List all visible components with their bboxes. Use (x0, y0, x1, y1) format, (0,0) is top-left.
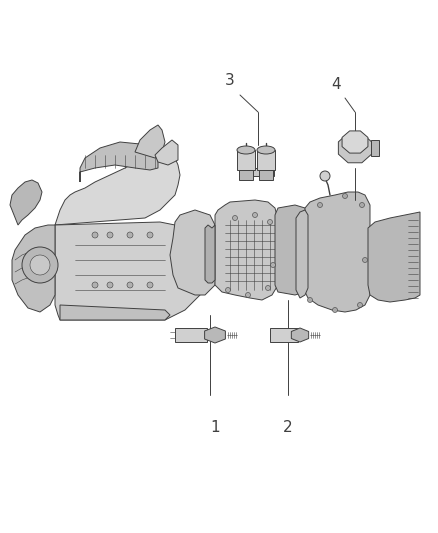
Polygon shape (205, 225, 215, 283)
Polygon shape (155, 140, 178, 165)
Circle shape (343, 193, 347, 198)
Ellipse shape (237, 146, 255, 154)
Bar (242, 168, 274, 176)
Circle shape (92, 232, 98, 238)
Polygon shape (55, 222, 205, 320)
Circle shape (147, 282, 153, 288)
Circle shape (363, 257, 367, 262)
Circle shape (307, 297, 312, 303)
Circle shape (107, 232, 113, 238)
Bar (239, 170, 253, 180)
Polygon shape (368, 212, 420, 302)
Bar (371, 140, 379, 156)
Circle shape (332, 308, 338, 312)
Text: 4: 4 (331, 77, 341, 92)
Circle shape (92, 282, 98, 288)
Polygon shape (305, 192, 370, 312)
Circle shape (318, 203, 322, 207)
Circle shape (107, 282, 113, 288)
Circle shape (271, 262, 276, 268)
Polygon shape (170, 210, 218, 295)
Polygon shape (135, 125, 165, 158)
Circle shape (226, 287, 230, 293)
Polygon shape (215, 200, 278, 300)
Circle shape (320, 171, 330, 181)
Polygon shape (275, 205, 310, 295)
Circle shape (360, 203, 364, 207)
Bar (270, 328, 298, 342)
Polygon shape (80, 142, 158, 182)
Polygon shape (342, 131, 368, 153)
Bar (257, 150, 275, 170)
Polygon shape (296, 210, 308, 298)
Polygon shape (291, 328, 309, 342)
Text: 3: 3 (225, 73, 235, 88)
Bar (237, 150, 255, 170)
Polygon shape (60, 305, 170, 320)
Ellipse shape (257, 146, 275, 154)
Circle shape (246, 293, 251, 297)
Circle shape (357, 303, 363, 308)
Circle shape (30, 255, 50, 275)
Polygon shape (205, 327, 226, 343)
Text: 1: 1 (210, 420, 220, 435)
Polygon shape (339, 133, 371, 163)
Circle shape (22, 247, 58, 283)
Polygon shape (55, 152, 180, 225)
Text: 2: 2 (283, 420, 293, 435)
Polygon shape (10, 180, 42, 225)
Circle shape (233, 215, 237, 221)
Circle shape (127, 282, 133, 288)
Circle shape (252, 213, 258, 217)
Circle shape (147, 232, 153, 238)
Circle shape (268, 220, 272, 224)
Polygon shape (12, 225, 55, 312)
Bar (175, 328, 207, 342)
Circle shape (127, 232, 133, 238)
Bar (259, 170, 273, 180)
Circle shape (265, 286, 271, 290)
